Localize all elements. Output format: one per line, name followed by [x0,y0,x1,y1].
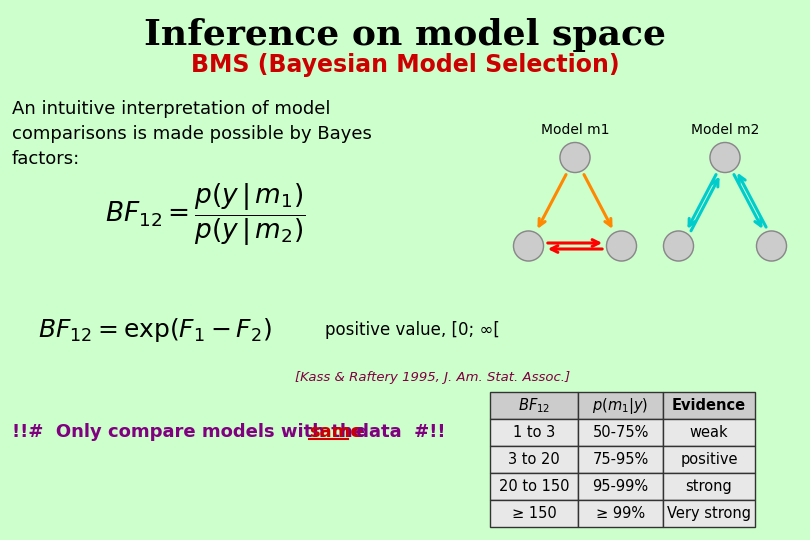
Bar [490,446,578,473]
Bar [578,500,663,527]
Text: same: same [309,423,363,441]
Text: 75-95%: 75-95% [592,452,649,467]
Text: ≥ 150: ≥ 150 [512,506,556,521]
Text: Very strong: Very strong [667,506,751,521]
Bar [490,419,578,446]
Text: 95-99%: 95-99% [592,479,649,494]
Bar [663,473,755,500]
Text: $BF_{12} = \dfrac{p(y\,|\,m_1)}{p(y\,|\,m_2)}$: $BF_{12} = \dfrac{p(y\,|\,m_1)}{p(y\,|\,… [104,182,305,248]
Circle shape [560,143,590,172]
Bar [490,392,578,419]
Bar [490,500,578,527]
Circle shape [757,231,787,261]
Text: $p(m_1|y)$: $p(m_1|y)$ [592,395,649,415]
Text: Model m1: Model m1 [541,124,609,138]
Circle shape [710,143,740,172]
Bar [578,446,663,473]
Text: Inference on model space: Inference on model space [144,18,666,52]
Text: data  #!!: data #!! [350,423,446,441]
Bar [578,473,663,500]
Bar [578,419,663,446]
Text: 1 to 3: 1 to 3 [513,425,555,440]
Circle shape [607,231,637,261]
Text: $BF_{12}$: $BF_{12}$ [518,396,550,415]
Bar [663,392,755,419]
Text: BMS (Bayesian Model Selection): BMS (Bayesian Model Selection) [190,53,620,77]
Circle shape [663,231,693,261]
Text: !!#  Only compare models with the: !!# Only compare models with the [12,423,371,441]
Text: weak: weak [689,425,728,440]
Bar [663,419,755,446]
Text: $BF_{12} = \exp(F_1 - F_2)$: $BF_{12} = \exp(F_1 - F_2)$ [38,316,272,344]
Bar [490,473,578,500]
Text: ≥ 99%: ≥ 99% [596,506,645,521]
Text: Model m2: Model m2 [691,124,759,138]
Bar [663,500,755,527]
Text: 3 to 20: 3 to 20 [508,452,560,467]
Text: Evidence: Evidence [672,398,746,413]
Text: 20 to 150: 20 to 150 [499,479,569,494]
Bar [663,446,755,473]
Text: positive: positive [680,452,738,467]
Text: 50-75%: 50-75% [592,425,649,440]
Text: An intuitive interpretation of model
comparisons is made possible by Bayes
facto: An intuitive interpretation of model com… [12,100,372,168]
Circle shape [514,231,544,261]
Text: strong: strong [685,479,732,494]
Bar [578,392,663,419]
Text: positive value, [0; ∞[: positive value, [0; ∞[ [325,321,500,339]
Text: [Kass & Raftery 1995, J. Am. Stat. Assoc.]: [Kass & Raftery 1995, J. Am. Stat. Assoc… [295,372,570,384]
